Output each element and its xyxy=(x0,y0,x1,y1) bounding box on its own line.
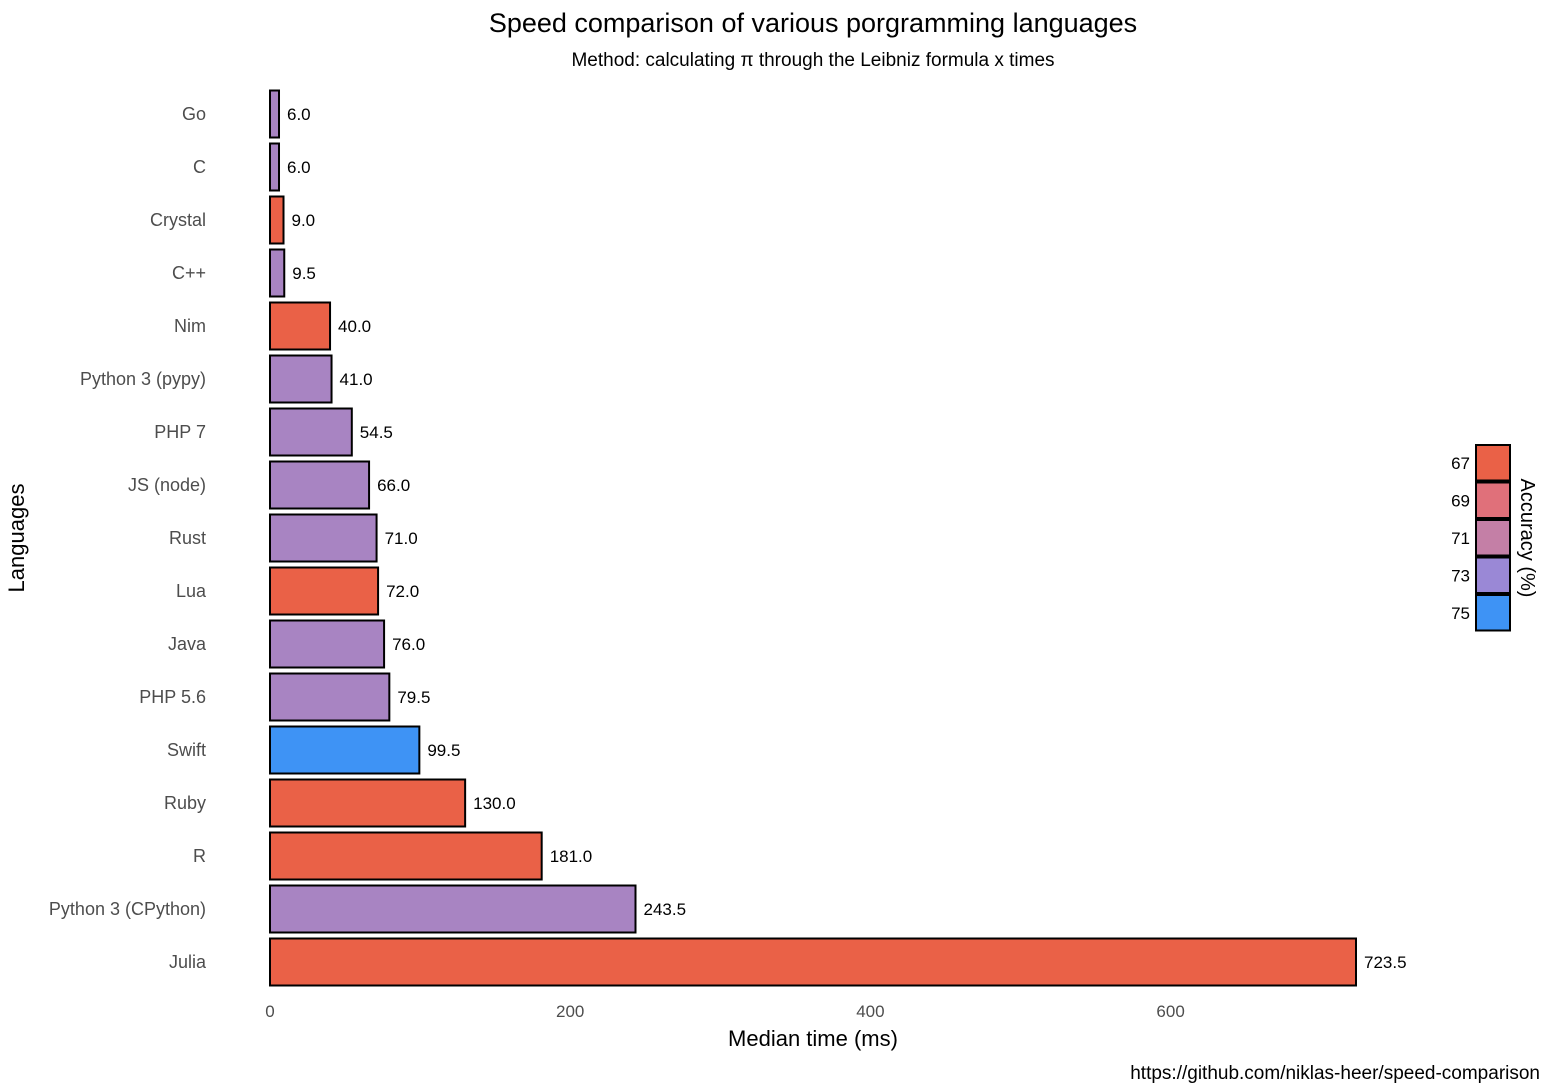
chart-subtitle: Method: calculating π through the Leibni… xyxy=(571,50,1054,71)
value-label-python-3-pypy: 41.0 xyxy=(340,370,373,389)
category-label-r: R xyxy=(193,846,206,866)
category-label-nim: Nim xyxy=(174,316,206,336)
bars-group xyxy=(269,89,1357,987)
bar-java xyxy=(269,619,386,669)
category-label-c: C xyxy=(193,157,206,177)
category-label-lua: Lua xyxy=(176,581,207,601)
category-label-java: Java xyxy=(168,634,207,654)
legend: Accuracy (%) 67 69 71 73 75 xyxy=(1451,444,1538,632)
legend-key-73 xyxy=(1475,556,1511,594)
legend-label-67: 67 xyxy=(1451,454,1470,473)
category-label-ruby: Ruby xyxy=(164,793,206,813)
category-label-crystal: Crystal xyxy=(150,210,206,230)
bar-php-7 xyxy=(269,407,353,457)
bar-lua xyxy=(269,566,380,616)
x-axis-ticks: 0 200 400 600 xyxy=(265,1002,1185,1021)
category-label-swift: Swift xyxy=(167,740,206,760)
legend-label-71: 71 xyxy=(1451,529,1470,548)
bar-nim xyxy=(269,301,332,351)
bar-swift xyxy=(269,725,421,775)
legend-key-71 xyxy=(1475,519,1511,557)
value-label-php-7: 54.5 xyxy=(360,423,393,442)
bar-python-3-pypy xyxy=(269,354,333,404)
category-label-c: C++ xyxy=(172,263,206,283)
bar-python-3-cpython xyxy=(269,884,637,934)
category-label-js-node: JS (node) xyxy=(128,475,206,495)
legend-label-73: 73 xyxy=(1451,566,1470,585)
chart-caption: https://github.com/niklas-heer/speed-com… xyxy=(1130,1063,1540,1084)
bar-r xyxy=(269,831,543,881)
value-label-nim: 40.0 xyxy=(338,317,371,336)
legend-label-75: 75 xyxy=(1451,604,1470,623)
legend-key-69 xyxy=(1475,481,1511,519)
category-labels: Go C Crystal C++ Nim Python 3 (pypy) PHP 7 JS (… xyxy=(49,104,207,972)
legend-title: Accuracy (%) xyxy=(1516,479,1538,598)
legend-key-67 xyxy=(1475,444,1511,482)
value-label-php-5-6: 79.5 xyxy=(397,688,430,707)
category-label-python-3-pypy: Python 3 (pypy) xyxy=(80,369,206,389)
x-tick-200: 200 xyxy=(556,1002,584,1021)
value-label-js-node: 66.0 xyxy=(377,476,410,495)
chart-title: Speed comparison of various porgramming … xyxy=(489,8,1137,38)
value-label-c: 9.5 xyxy=(292,264,316,283)
value-labels: 6.0 6.0 9.0 9.5 40.0 41.0 54.5 66.0 71.0 72.0 76.0… xyxy=(287,105,1407,972)
value-label-ruby: 130.0 xyxy=(473,794,516,813)
category-label-go: Go xyxy=(182,104,206,124)
bar-rust xyxy=(269,513,378,563)
value-label-python-3-cpython: 243.5 xyxy=(644,900,687,919)
bar-php-5-6 xyxy=(269,672,391,722)
value-label-julia: 723.5 xyxy=(1364,953,1407,972)
category-label-python-3-cpython: Python 3 (CPython) xyxy=(49,899,206,919)
x-tick-0: 0 xyxy=(265,1002,274,1021)
y-axis-title: Languages xyxy=(4,484,29,593)
bar-julia xyxy=(269,937,1357,987)
category-label-php-7: PHP 7 xyxy=(154,422,206,442)
bar-c xyxy=(269,142,281,192)
value-label-rust: 71.0 xyxy=(385,529,418,548)
bar-c xyxy=(269,248,286,298)
category-label-julia: Julia xyxy=(169,952,207,972)
category-label-php-5-6: PHP 5.6 xyxy=(139,687,206,707)
x-tick-400: 400 xyxy=(856,1002,884,1021)
value-label-r: 181.0 xyxy=(550,847,593,866)
x-tick-600: 600 xyxy=(1156,1002,1184,1021)
bar-go xyxy=(269,89,281,139)
value-label-c: 6.0 xyxy=(287,158,311,177)
value-label-lua: 72.0 xyxy=(386,582,419,601)
legend-label-69: 69 xyxy=(1451,491,1470,510)
value-label-go: 6.0 xyxy=(287,105,311,124)
value-label-java: 76.0 xyxy=(392,635,425,654)
bar-crystal xyxy=(269,195,285,245)
bar-js-node xyxy=(269,460,371,510)
x-axis-title: Median time (ms) xyxy=(728,1026,898,1051)
value-label-crystal: 9.0 xyxy=(292,211,316,230)
legend-key-75 xyxy=(1475,594,1511,632)
category-label-rust: Rust xyxy=(169,528,206,548)
value-label-swift: 99.5 xyxy=(427,741,460,760)
bar-ruby xyxy=(269,778,467,828)
